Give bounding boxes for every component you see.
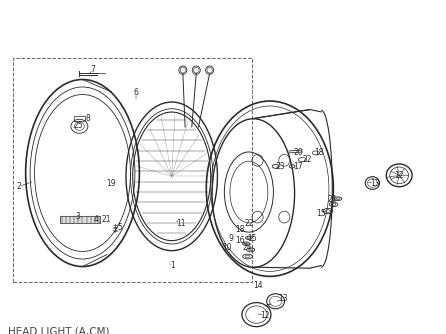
Text: 21: 21 xyxy=(101,215,111,224)
Text: 6: 6 xyxy=(134,89,138,97)
Bar xyxy=(13,58,252,282)
Bar xyxy=(60,216,100,223)
Text: HEAD LIGHT (A,CM): HEAD LIGHT (A,CM) xyxy=(8,326,110,334)
Text: 5: 5 xyxy=(117,223,122,231)
Text: 12: 12 xyxy=(394,171,404,180)
Text: 15: 15 xyxy=(247,234,257,243)
Text: 13: 13 xyxy=(370,179,380,187)
Text: 9: 9 xyxy=(229,234,233,243)
Text: 2: 2 xyxy=(17,182,21,191)
Text: 13: 13 xyxy=(278,295,288,303)
Text: 10: 10 xyxy=(222,243,231,252)
Text: 19: 19 xyxy=(106,179,116,187)
Text: 22: 22 xyxy=(302,155,312,164)
Text: 22: 22 xyxy=(244,219,254,227)
Text: 16: 16 xyxy=(235,236,245,245)
Text: 11: 11 xyxy=(176,219,186,227)
Text: 4: 4 xyxy=(94,215,98,224)
Text: 7: 7 xyxy=(91,65,95,74)
Text: 18: 18 xyxy=(314,149,324,157)
Text: 23: 23 xyxy=(275,162,285,171)
Text: 18: 18 xyxy=(235,225,245,234)
Text: 1: 1 xyxy=(171,261,175,270)
Bar xyxy=(74,116,85,121)
Text: 17: 17 xyxy=(293,162,303,171)
Text: 3: 3 xyxy=(76,212,80,221)
Text: 20: 20 xyxy=(293,149,303,157)
Text: 25: 25 xyxy=(73,121,83,130)
Text: 24: 24 xyxy=(327,195,337,204)
Text: 15: 15 xyxy=(316,209,326,217)
Text: 14: 14 xyxy=(253,281,263,290)
Text: 12: 12 xyxy=(260,311,270,320)
Text: 24: 24 xyxy=(243,243,252,252)
Text: 8: 8 xyxy=(86,114,91,123)
